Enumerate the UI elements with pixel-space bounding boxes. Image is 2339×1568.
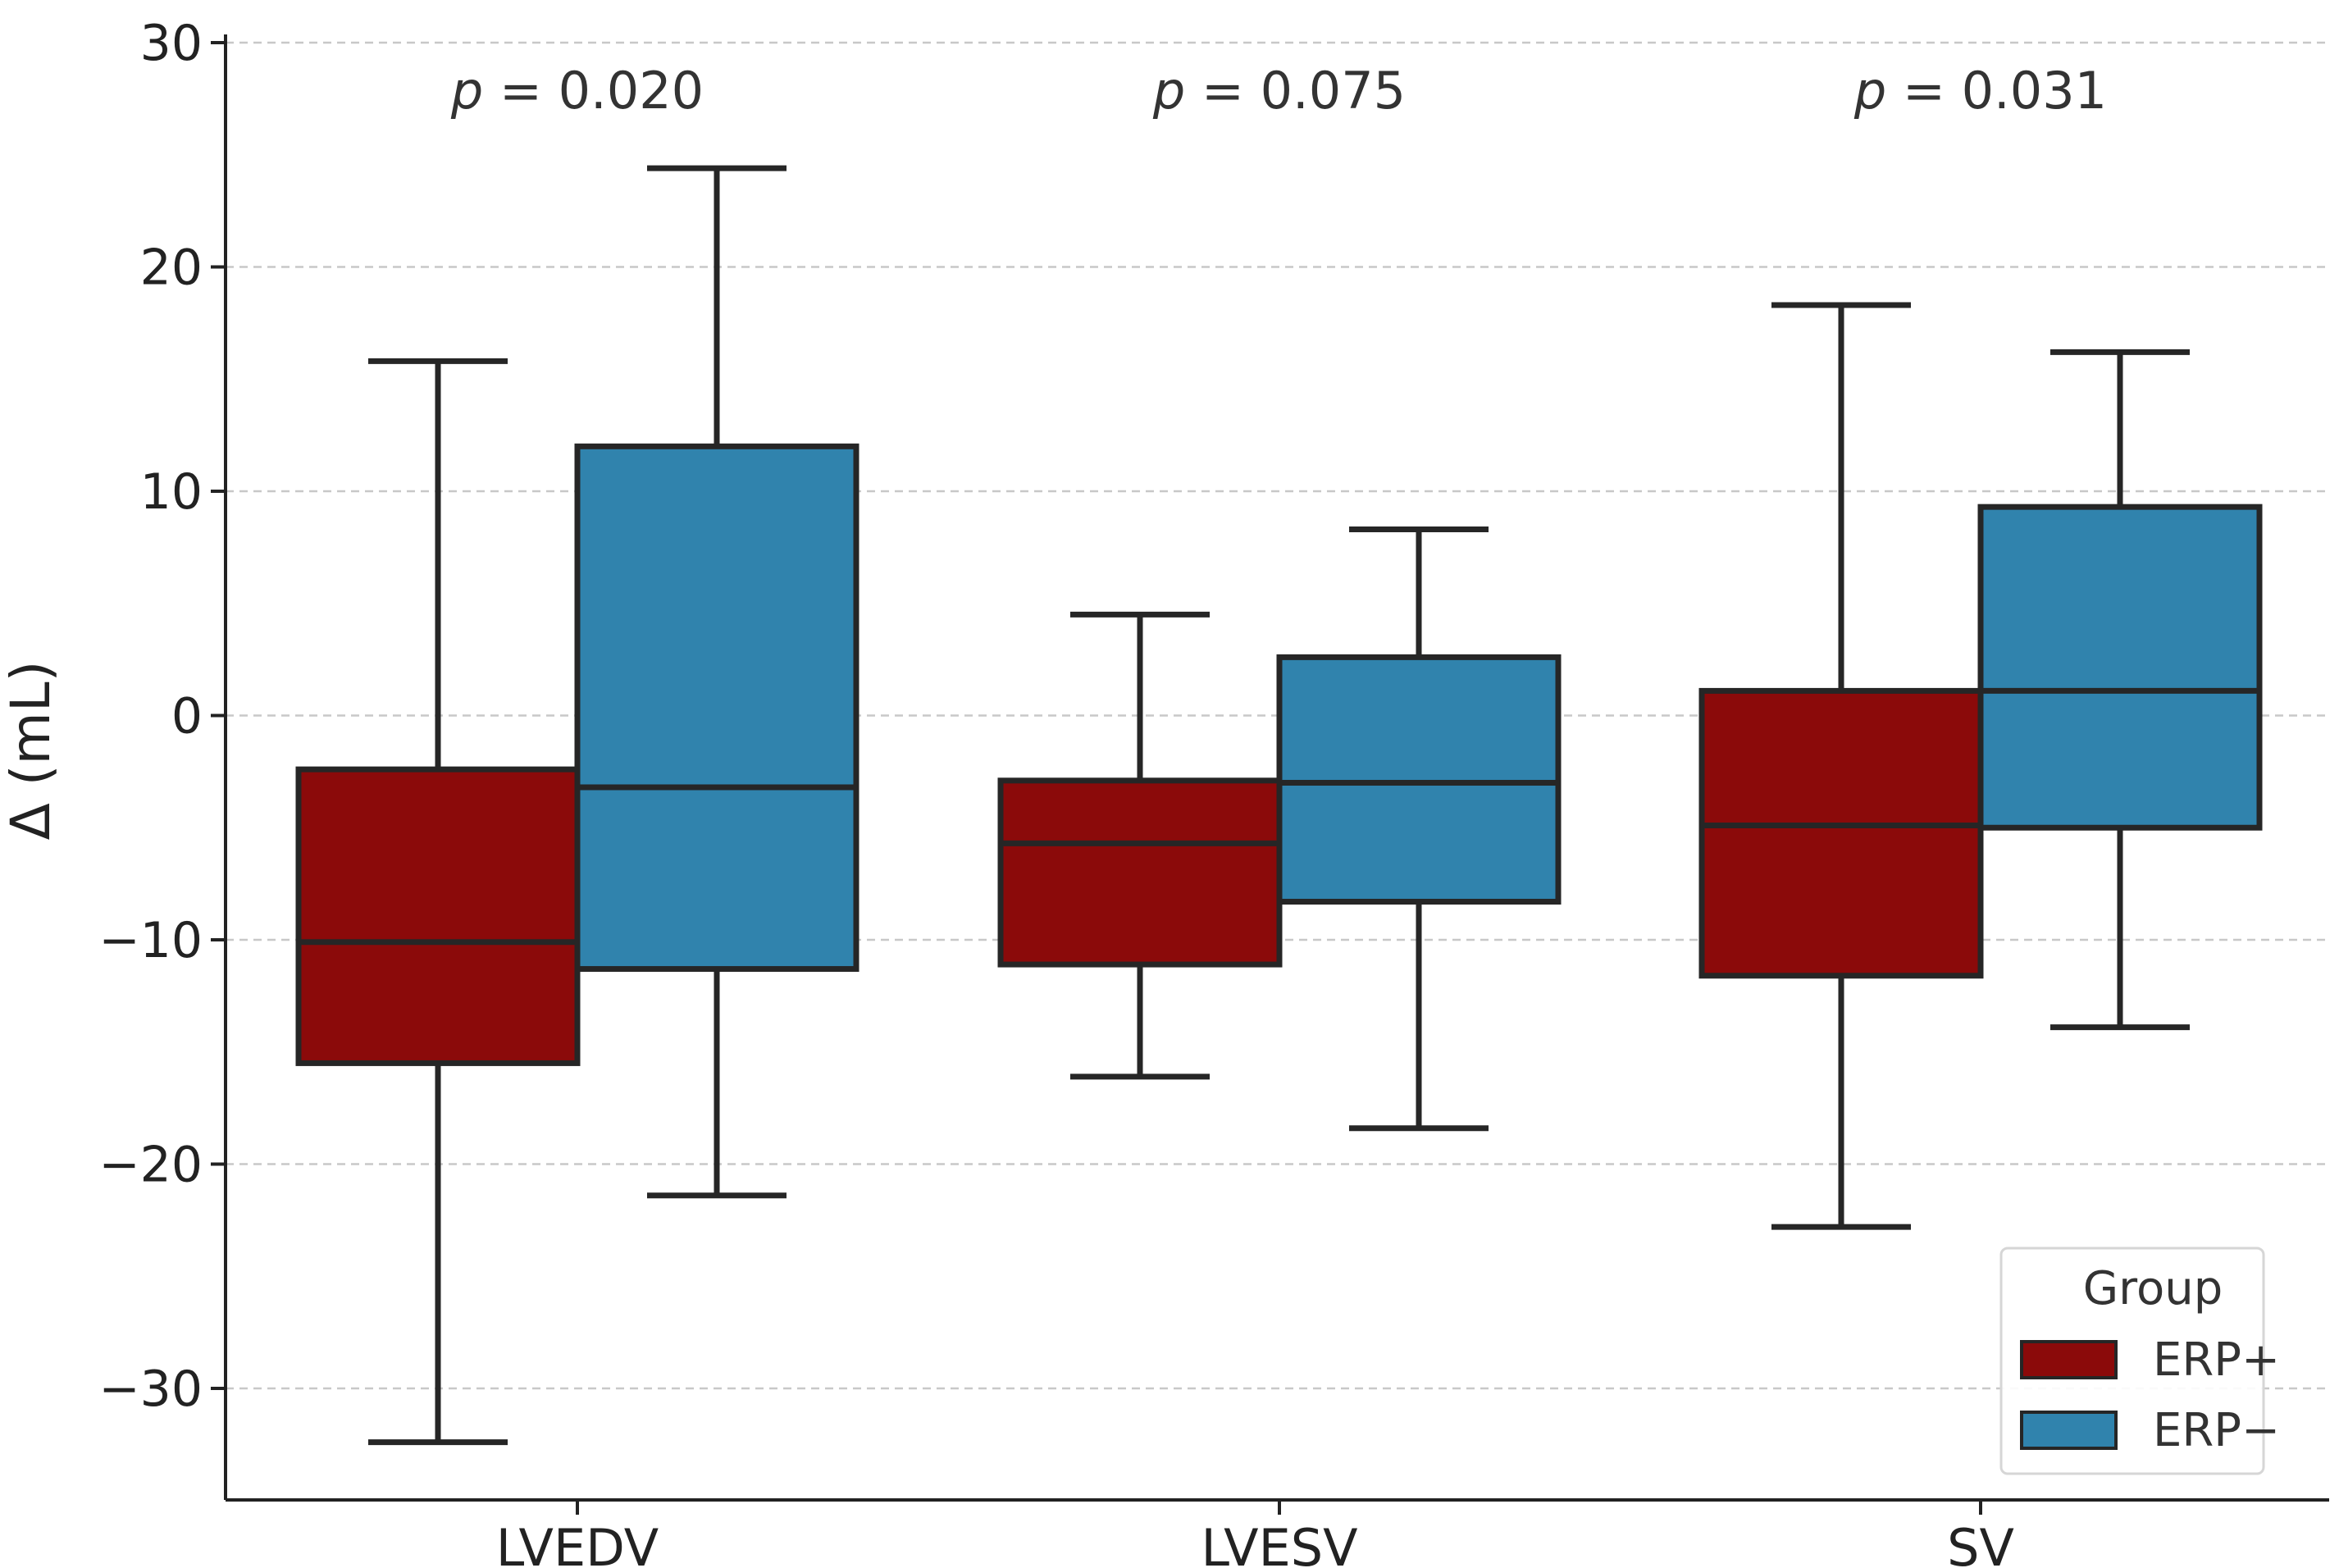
box-erp-plus-lvedv <box>295 358 581 1446</box>
p-equals: = <box>483 61 558 121</box>
x-tick-label-lvedv: LVEDV <box>496 1518 659 1568</box>
p-value-lvedv: p = 0.020 <box>450 61 704 121</box>
box-iqr <box>1977 504 2263 831</box>
y-tick-label-2: 10 <box>140 463 203 521</box>
box-erp-plus-sv <box>1698 302 1984 1230</box>
p-symbol: p <box>450 61 483 121</box>
box-iqr <box>1276 654 1562 905</box>
legend: Group ERP+ ERP− <box>1999 1247 2280 1475</box>
p-symbol: p <box>1152 61 1185 121</box>
box-plots <box>295 165 2263 1446</box>
p-number: 0.075 <box>1261 61 1407 121</box>
box-iqr <box>1698 687 1984 979</box>
box-erp-minus-sv <box>1977 349 2263 1031</box>
p-equals: = <box>1886 61 1961 121</box>
p-value-lvesv: p = 0.075 <box>1152 61 1406 121</box>
x-tick-label-lvesv: LVESV <box>1201 1518 1357 1568</box>
box-erp-minus-lvesv <box>1276 526 1562 1132</box>
p-number: 0.031 <box>1962 61 2108 121</box>
box-iqr <box>997 777 1283 968</box>
box-erp-minus-lvedv <box>574 165 859 1199</box>
legend-swatch-erp-plus <box>2020 1340 2118 1379</box>
legend-title: Group <box>2083 1262 2223 1315</box>
p-value-annotations: p = 0.020 p = 0.075 p = 0.031 <box>450 61 2107 121</box>
y-axis-label: Δ (mL) <box>0 661 62 841</box>
legend-label-erp-plus: ERP+ <box>2153 1333 2280 1387</box>
p-value-sv: p = 0.031 <box>1853 61 2107 121</box>
y-tick-label-6: −30 <box>98 1361 203 1418</box>
box-iqr <box>295 766 581 1066</box>
y-tick-label-5: −20 <box>98 1137 203 1194</box>
legend-swatch-erp-minus <box>2020 1411 2118 1450</box>
p-number: 0.020 <box>559 61 704 121</box>
y-tick-label-0: 30 <box>140 15 203 72</box>
y-tick-label-3: 0 <box>171 688 203 745</box>
p-equals: = <box>1185 61 1260 121</box>
y-tick-label-1: 20 <box>140 239 203 297</box>
axes: 30 20 10 0 −10 −20 −30 LVEDV LVESV SV <box>98 15 2329 1568</box>
box-erp-plus-lvesv <box>997 611 1283 1080</box>
p-symbol: p <box>1853 61 1886 121</box>
y-tick-label-4: −10 <box>98 912 203 969</box>
x-tick-label-sv: SV <box>1947 1518 2014 1568</box>
legend-label-erp-minus: ERP− <box>2153 1404 2280 1457</box>
box-iqr <box>574 443 859 973</box>
